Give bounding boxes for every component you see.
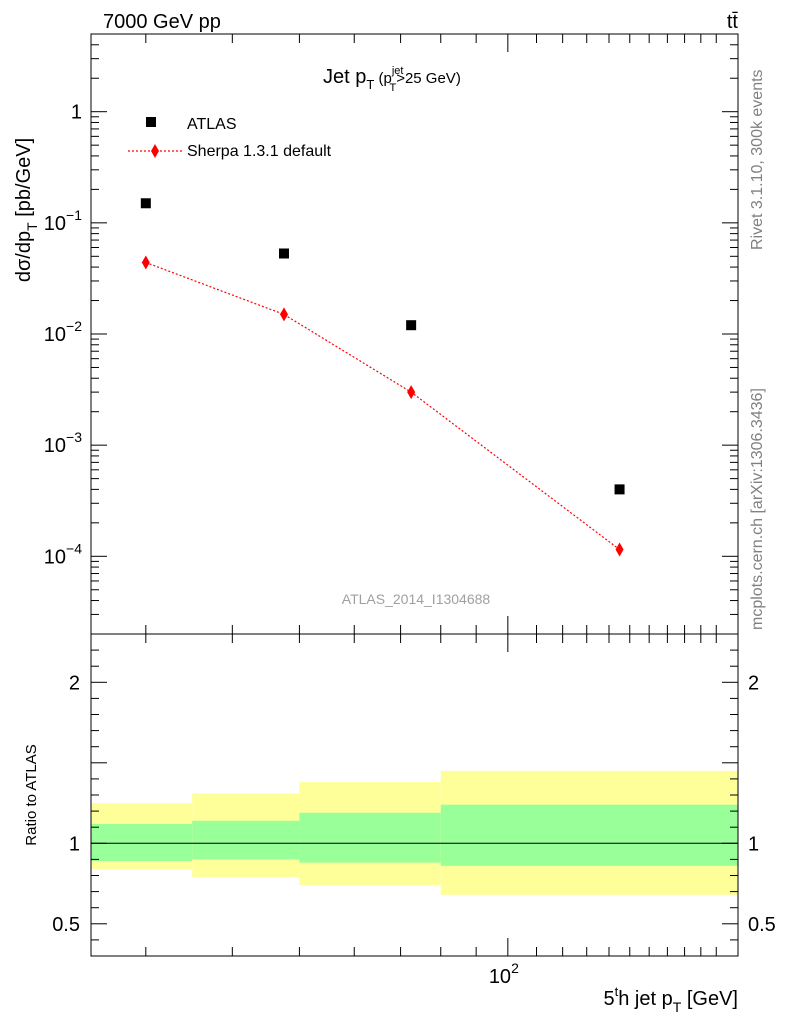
ratio-y-tick-label-left: 1 <box>69 833 80 855</box>
data-point-sherpa <box>141 255 150 270</box>
ratio-y-tick-label-left: 2 <box>69 672 80 694</box>
ratio-y-tick-label-right: 1 <box>748 833 759 855</box>
watermark: ATLAS_2014_I1304688 <box>342 591 491 607</box>
ratio-band-green <box>91 823 193 862</box>
energy-label: 7000 GeV pp <box>103 11 221 33</box>
ratio-panel: 0.5 0.5 1 1 2 2 <box>52 633 776 957</box>
legend-atlas-label: ATLAS <box>187 116 237 133</box>
y-tick-label: 10−2 <box>44 318 82 346</box>
process-label: tt̄ <box>727 11 739 33</box>
main-y-axis-label: dσ/dpT [pb/GeV] <box>13 138 40 282</box>
series-line <box>145 261 620 551</box>
ratio-band-green <box>440 804 738 866</box>
ratio-band-green <box>192 820 300 860</box>
y-tick-label: 10−1 <box>44 207 82 235</box>
data-point-sherpa <box>615 542 624 557</box>
main-y-tick-labels: 10−4 10−3 10−2 10−1 1 <box>44 102 82 569</box>
ratio-y-tick-label-right: 0.5 <box>748 914 776 936</box>
y-tick-label: 10−4 <box>44 540 82 568</box>
y-tick-label: 10−3 <box>44 429 82 457</box>
data-point-sherpa <box>407 385 416 400</box>
legend-atlas-marker <box>146 117 156 127</box>
y-tick-label: 1 <box>71 102 82 124</box>
chart-title: Jet pT (pjet T>25 GeV) <box>323 65 461 94</box>
main-panel: 10−4 10−3 10−2 10−1 1 ATLAS_2014_I1304688 <box>44 33 739 635</box>
legend-sherpa-label: Sherpa 1.3.1 default <box>187 143 332 160</box>
data-point-atlas <box>278 248 289 259</box>
main-axis-ticks <box>91 33 738 635</box>
ratio-axis-ticks <box>91 634 738 956</box>
legend-sherpa-marker <box>151 144 159 158</box>
ratio-bands <box>91 770 738 895</box>
x-tick-label: 102 <box>489 960 519 988</box>
data-point-atlas <box>614 484 625 495</box>
mcplots-label: mcplots.cern.ch [arXiv:1306.3436] <box>749 388 766 630</box>
data-point-atlas <box>406 320 417 331</box>
ratio-y-tick-label-right: 2 <box>748 672 759 694</box>
x-axis-label: 5th jet pT [GeV] <box>604 984 739 1015</box>
ratio-y-tick-label-left: 0.5 <box>52 914 80 936</box>
legend: ATLAS Sherpa 1.3.1 default <box>128 116 332 160</box>
rivet-label: Rivet 3.1.10, 300k events <box>749 69 766 250</box>
data-point-atlas <box>140 198 151 209</box>
x-tick-labels: 102 <box>489 960 519 988</box>
main-series <box>140 198 625 557</box>
ratio-band-green <box>299 812 441 863</box>
ratio-tick-labels: 0.5 0.5 1 1 2 2 <box>52 672 776 936</box>
ratio-y-axis-label: Ratio to ATLAS <box>23 744 40 845</box>
data-point-sherpa <box>279 307 288 322</box>
